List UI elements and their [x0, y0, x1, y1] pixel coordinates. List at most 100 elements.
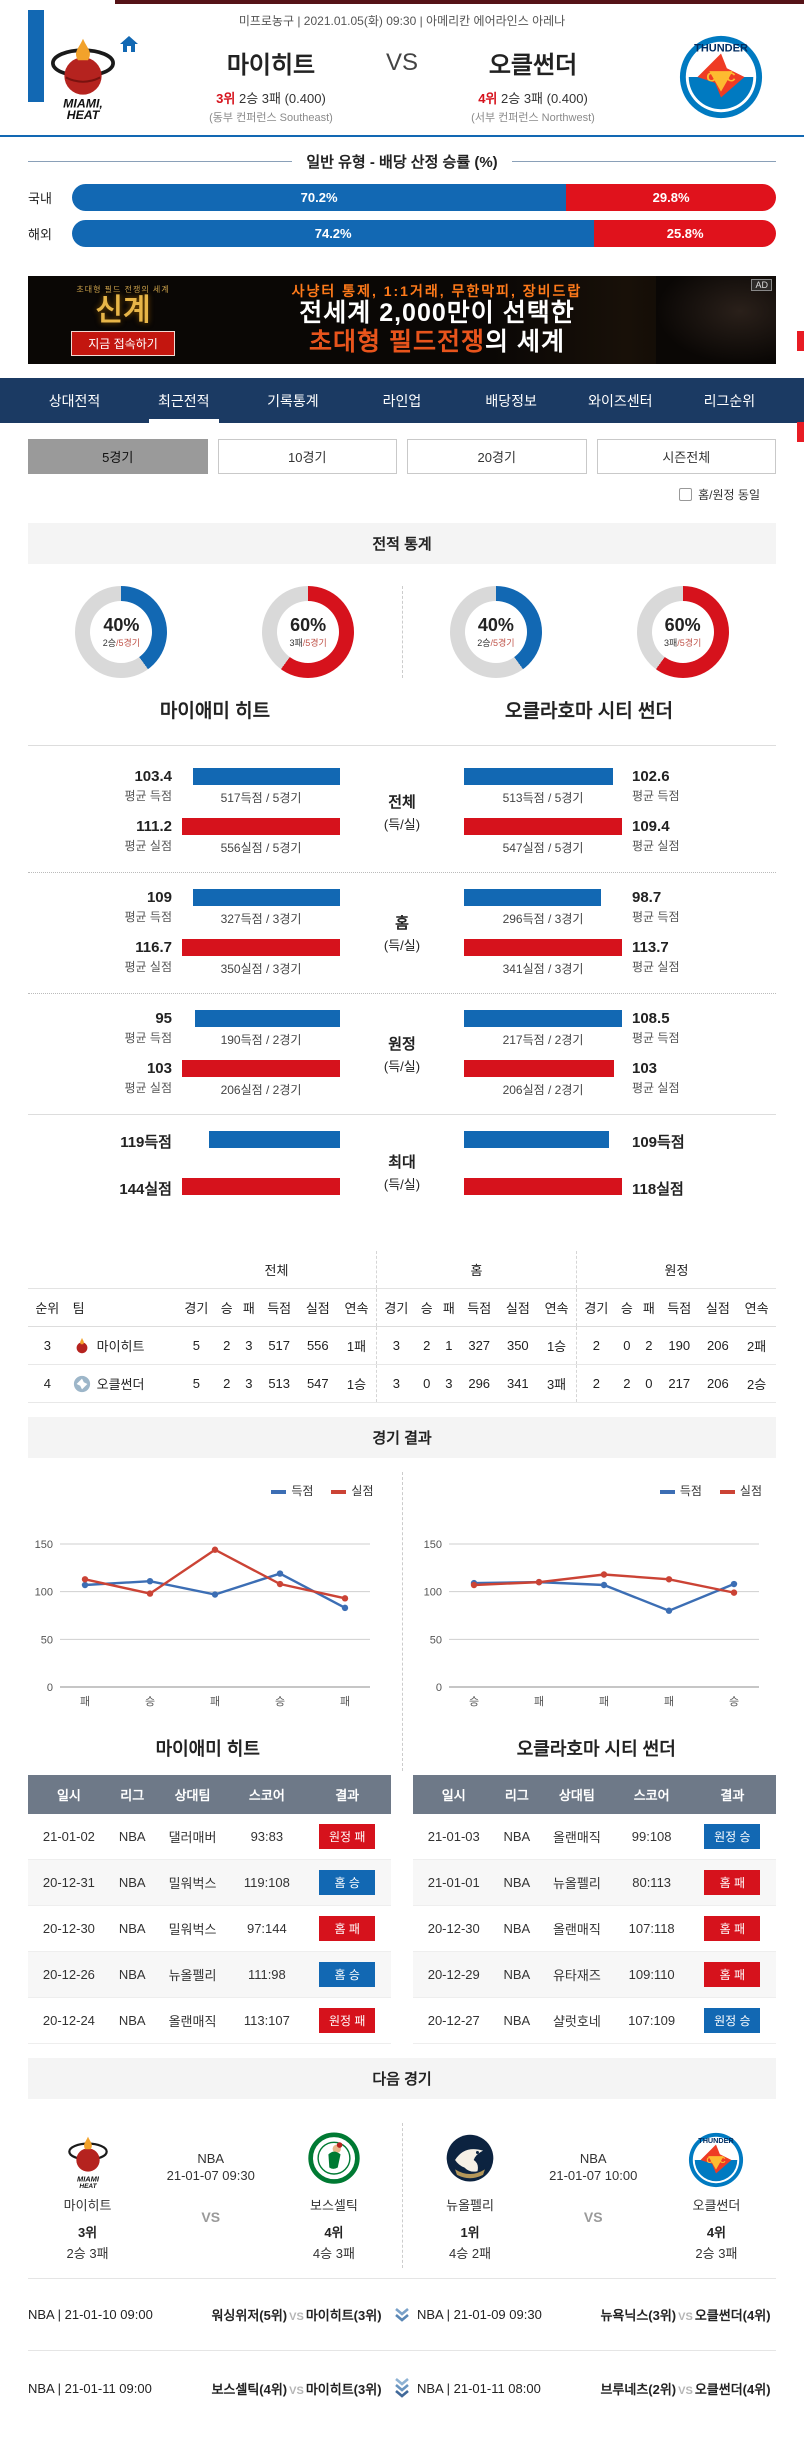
upcoming-thunder-game[interactable]: NBA | 21-01-09 09:30 뉴욕닉스(3위) VS 오클썬더(4위) — [417, 2307, 771, 2323]
stat-group-total: 103.4 평균 득점 517득점 / 5경기 전체 (득/실) 513득점 / 5… — [124, 768, 680, 855]
svg-text:0: 0 — [47, 1682, 53, 1694]
winrate-label: 국내 — [28, 191, 52, 206]
home-concede-bar — [182, 818, 340, 835]
stat-comparison: 103.4 평균 득점 517득점 / 5경기 전체 (득/실) 513득점 / 5… — [28, 745, 776, 1229]
next-game-heat[interactable]: MIAMI HEAT 마이히트 3위 2승 3패 NBA 21-01-07 09… — [20, 2123, 402, 2268]
tab-league-rank[interactable]: 리그순위 — [703, 392, 756, 409]
svg-text:100: 100 — [35, 1587, 53, 1599]
upcoming-row-1: NBA | 21-01-10 09:00 워싱위저(5위) VS 마이히트(3위) … — [28, 2278, 776, 2350]
away-team-name: 오클썬더 — [488, 52, 578, 79]
okc-thunder-mini-icon — [73, 1375, 90, 1392]
result-badge: 홈 승 — [319, 1962, 376, 1987]
home-team-record: 2승 3패 (0.400) — [239, 91, 326, 106]
section-header-record-stats: 전적 통계 — [28, 523, 776, 564]
home-score-bar — [194, 1010, 340, 1027]
tab-odds-info[interactable]: 배당정보 — [485, 392, 537, 409]
upcoming-thunder-game[interactable]: NBA | 21-01-11 08:00 브루네츠(2위) VS 오클썬더(4위) — [417, 2380, 771, 2397]
tab-wise-center[interactable]: 와이즈센터 — [588, 392, 653, 409]
period-5games-button[interactable]: 5경기 — [28, 439, 208, 474]
upcoming-heat-game[interactable]: NBA | 21-01-10 09:00 워싱위저(5위) VS 마이히트(3위) — [28, 2307, 382, 2323]
svg-text:HEAT: HEAT — [67, 108, 101, 119]
upcoming-heat-game[interactable]: NBA | 21-01-11 09:00 보스셀틱(4위) VS 마이히트(3위) — [28, 2380, 382, 2397]
result-badge: 홈 승 — [319, 1870, 376, 1895]
ad-banner[interactable]: AD 초대형 필드 전쟁의 세계 신계 지금 접속하기 사냥터 통제, 1:1거… — [28, 276, 776, 364]
donut-charts: 40% 2승/5경기 60% 3패/5경기 40% 2승/5경기 6 — [0, 564, 804, 678]
away-winrate-value: 29.8% — [566, 184, 776, 211]
away-concede-bar — [464, 1060, 615, 1077]
match-header: 미프로농구 | 2021.01.05(화) 09:30 | 아메리칸 에어라인스… — [0, 0, 804, 137]
home-winrate-value: 70.2% — [72, 184, 567, 211]
standings-table: 전체 홈 원정 순위 팀 경기 승 패 득점 실점 연속 경기 승 패 득점 실점 연속 경기 승 패 득… — [28, 1251, 776, 1403]
stat-group-home: 109 평균 득점 327득점 / 3경기 홈 (득/실) 296득점 / 3경기 … — [28, 872, 776, 993]
winrate-label: 해외 — [28, 227, 52, 242]
double-chevron-down-icon — [395, 2307, 409, 2322]
home-chart-title: 마이애미 히트 — [155, 1739, 260, 1759]
ad-cta-button[interactable]: 지금 접속하기 — [71, 330, 175, 356]
svg-text:패: 패 — [80, 1695, 90, 1708]
ad-text-line1: 사냥터 통제, 1:1거래, 무한막피, 장비드랍 — [291, 283, 583, 300]
tab-recent-record[interactable]: 최근전적 — [129, 378, 238, 423]
period-10games-button[interactable]: 10경기 — [217, 439, 397, 474]
svg-text:100: 100 — [423, 1587, 441, 1599]
svg-text:THUNDER: THUNDER — [699, 2136, 735, 2145]
concede-legend-swatch — [331, 1489, 347, 1494]
checkbox-box[interactable] — [679, 488, 693, 501]
away-line-chart: 0 50 100 150 승 패 패 패 승 — [423, 1539, 759, 1708]
tab-head-to-head[interactable]: 상대전적 — [48, 392, 101, 409]
winrate-row-domestic: 국내 70.2% 29.8% — [28, 184, 776, 211]
top-decorative-strip — [115, 0, 804, 4]
home-winrate-value: 74.2% — [72, 220, 595, 247]
home-line-chart: 0 50 100 150 패 승 패 승 패 — [35, 1539, 370, 1708]
tab-lineup[interactable]: 라인업 — [382, 392, 422, 409]
winrate-title: 일반 유형 - 배당 산정 승률 (%) — [28, 151, 776, 172]
away-lose-donut: 60% 3패/5경기 — [636, 586, 729, 678]
table-row: 21-01-03 NBA 올랜매직 99:108 원정 승 — [413, 1814, 776, 1860]
score-legend-swatch — [659, 1489, 675, 1494]
period-20games-button[interactable]: 20경기 — [407, 439, 587, 474]
period-season-button[interactable]: 시즌전체 — [596, 439, 776, 474]
result-badge: 홈 패 — [319, 1916, 376, 1941]
away-team-logo: THUNDER OKC — [666, 33, 776, 121]
svg-text:OKC: OKC — [707, 2155, 727, 2165]
miami-heat-mini-icon — [76, 1337, 88, 1353]
result-badge: 홈 패 — [704, 1916, 761, 1941]
svg-text:THUNDER: THUNDER — [694, 42, 748, 54]
away-team-conference: (서부 컨퍼런스 Northwest) — [471, 112, 595, 124]
next-game-thunder[interactable]: 뉴올펠리 1위 4승 2패 NBA 21-01-07 10:00 VS — [401, 2123, 785, 2268]
miami-heat-logo-icon: MIAMI, HEAT — [51, 38, 115, 119]
home-away-same-checkbox[interactable]: 홈/원정 동일 — [679, 486, 760, 503]
winrate-bar: 74.2% 25.8% — [72, 220, 776, 247]
triple-chevron-down-icon — [395, 2378, 409, 2398]
away-score-bar — [464, 768, 613, 785]
svg-text:승: 승 — [145, 1695, 155, 1708]
table-row: 20-12-27 NBA 샬럿호네 107:109 원정 승 — [413, 1998, 776, 2044]
group-header-home: 홈 — [375, 1251, 577, 1289]
home-team-block: 마이히트 3위 2승 3패 (0.400) (동부 컨퍼런스 Southeast… — [166, 45, 376, 125]
main-nav: 상대전적 최근전적 기록통계 라인업 배당정보 와이즈센터 리그순위 — [0, 378, 804, 423]
away-result-chart: 득점 실점 0 50 100 150 승 패 패 패 승 오클라호마 시티 썬더 — [401, 1472, 791, 1771]
away-concede-bar — [464, 939, 622, 956]
away-chart-title: 오클라호마 시티 썬더 — [516, 1739, 676, 1759]
next-game-cards: MIAMI HEAT 마이히트 3위 2승 3패 NBA 21-01-07 09… — [0, 2099, 804, 2278]
result-charts: 득점 실점 0 50 100 150 패 승 패 승 패 마이애미 히트 득점 실점 0 50 10… — [0, 1458, 804, 1771]
section-header-next-games: 다음 경기 — [28, 2058, 776, 2099]
home-lose-donut: 60% 3패/5경기 — [262, 586, 355, 678]
checkbox-label: 홈/원정 동일 — [698, 488, 760, 502]
section-header-game-results: 경기 결과 — [28, 1417, 776, 1458]
home-team-name: 마이히트 — [226, 52, 316, 79]
home-icon[interactable] — [120, 36, 138, 52]
svg-text:패: 패 — [533, 1695, 543, 1708]
edge-marker — [797, 422, 804, 442]
recent-match-tables: 일시 리그 상대팀 스코어 결과 21-01-02 NBA 댈러매버 93:83 원정 패 20… — [0, 1771, 804, 2044]
away-winrate-value: 25.8% — [594, 220, 776, 247]
away-donuts: 40% 2승/5경기 60% 3패/5경기 — [401, 586, 777, 678]
home-donuts: 40% 2승/5경기 60% 3패/5경기 — [28, 586, 402, 678]
home-score-bar — [208, 1131, 340, 1148]
tab-stats[interactable]: 기록통계 — [267, 392, 319, 409]
result-badge: 원정 패 — [319, 2008, 376, 2033]
group-header-total: 전체 — [177, 1251, 377, 1289]
away-concede-bar — [464, 818, 622, 835]
home-result-chart: 득점 실점 0 50 100 150 패 승 패 승 패 마이애미 히트 — [14, 1472, 402, 1771]
away-concede-bar — [464, 1178, 622, 1195]
away-score-bar — [464, 1010, 622, 1027]
